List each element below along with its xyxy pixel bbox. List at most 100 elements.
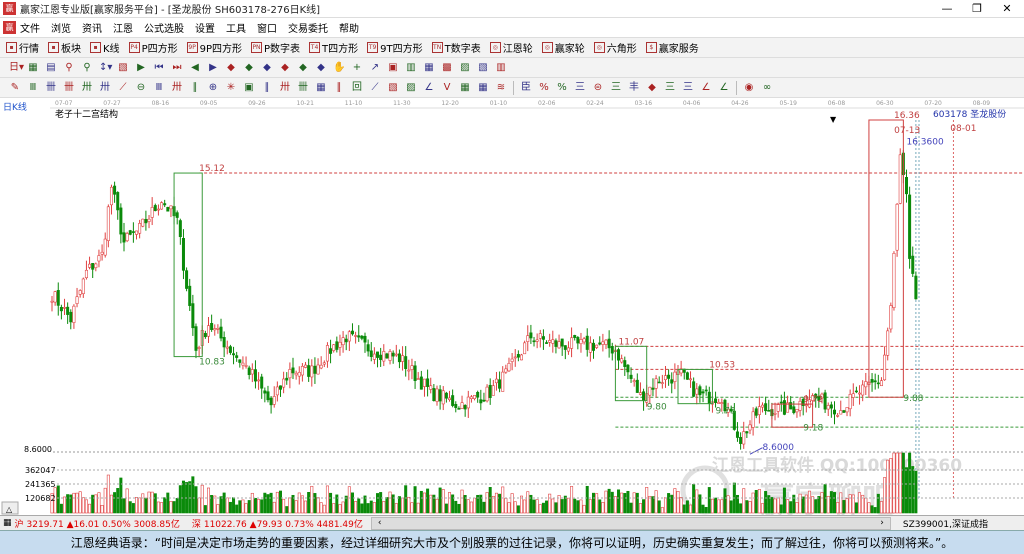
tool-icon[interactable]: ▥ bbox=[496, 61, 506, 73]
tool-icon[interactable]: ⊖ bbox=[136, 81, 146, 93]
tool-icon[interactable]: ⚲ bbox=[65, 61, 73, 73]
toolbar-button-2[interactable]: ▪ K线 bbox=[90, 40, 120, 55]
tool-icon[interactable]: ▧ bbox=[478, 61, 488, 73]
tool-icon[interactable]: ▥ bbox=[406, 61, 416, 73]
tool-icon[interactable]: ▨ bbox=[406, 81, 416, 93]
menu-item-1[interactable]: 浏览 bbox=[51, 24, 71, 35]
tool-icon[interactable]: 卌 bbox=[298, 81, 308, 93]
menu-item-2[interactable]: 资讯 bbox=[82, 24, 102, 35]
tool-icon[interactable]: 臣 bbox=[521, 81, 531, 93]
tool-icon[interactable]: ∥ bbox=[264, 81, 270, 93]
tool-icon[interactable]: ▦ bbox=[478, 81, 488, 93]
tool-icon[interactable]: 三 bbox=[665, 81, 675, 93]
menu-item-7[interactable]: 窗口 bbox=[257, 24, 277, 35]
tool-icon[interactable]: ◆ bbox=[648, 81, 656, 93]
tool-icon[interactable]: ▶ bbox=[209, 61, 217, 73]
menu-item-4[interactable]: 公式选股 bbox=[144, 24, 184, 35]
toolbar-button-8[interactable]: TN T数字表 bbox=[431, 40, 481, 55]
tool-icon[interactable]: ⏮ bbox=[154, 61, 164, 73]
tool-icon[interactable]: ▣ bbox=[388, 61, 398, 73]
tool-icon[interactable]: ⚲ bbox=[83, 61, 91, 73]
menu-item-0[interactable]: 文件 bbox=[20, 24, 40, 35]
tool-icon[interactable]: ↕▾ bbox=[99, 61, 113, 73]
tool-icon[interactable]: ✋ bbox=[333, 61, 346, 73]
tool-icon[interactable]: ▶ bbox=[137, 61, 145, 73]
toolbar-button-12[interactable]: $ 赢家服务 bbox=[645, 40, 699, 55]
tool-icon[interactable]: ✳ bbox=[226, 81, 236, 93]
grid-icon[interactable]: ▦ bbox=[3, 518, 12, 528]
toolbar-button-9[interactable]: ◎ 江恩轮 bbox=[489, 40, 533, 55]
tool-icon[interactable]: ▣ bbox=[244, 81, 254, 93]
close-button[interactable]: ✕ bbox=[1002, 2, 1012, 15]
index-selector[interactable]: SZ399001,深证成指 bbox=[902, 519, 988, 530]
tool-icon[interactable]: 卌 bbox=[46, 81, 56, 93]
shenzhen-index-quote[interactable]: 11022.76 ▲79.93 0.73% 4481.49亿 bbox=[203, 519, 363, 530]
tool-icon[interactable]: ≋ bbox=[496, 81, 506, 93]
tool-icon[interactable]: ∥ bbox=[336, 81, 342, 93]
tool-icon[interactable]: ◆ bbox=[317, 61, 325, 73]
tool-icon[interactable]: 丰 bbox=[629, 81, 639, 93]
tool-icon[interactable]: 卅 bbox=[172, 81, 182, 93]
shanghai-index-icon[interactable]: 沪 bbox=[14, 519, 24, 530]
tool-icon[interactable]: ∥ bbox=[192, 81, 198, 93]
toolbar-button-6[interactable]: T4 T四方形 bbox=[309, 40, 358, 55]
menu-item-6[interactable]: 工具 bbox=[226, 24, 246, 35]
tool-icon[interactable]: 卅 bbox=[280, 81, 290, 93]
minimize-button[interactable]: — bbox=[941, 2, 953, 15]
tool-icon[interactable]: ▦ bbox=[424, 61, 434, 73]
toolbar-button-11[interactable]: ◎ 六角形 bbox=[593, 40, 637, 55]
tool-icon[interactable]: + bbox=[352, 61, 362, 73]
toolbar-button-5[interactable]: PN P数字表 bbox=[251, 40, 300, 55]
tool-icon[interactable]: ◆ bbox=[245, 61, 253, 73]
tool-icon[interactable]: 三 bbox=[683, 81, 693, 93]
maximize-button[interactable]: ❐ bbox=[972, 2, 982, 15]
tool-icon[interactable]: 卅 bbox=[100, 81, 110, 93]
tool-icon[interactable]: ◆ bbox=[263, 61, 271, 73]
tool-icon[interactable]: ∠ bbox=[424, 81, 434, 93]
tool-icon[interactable]: ▩ bbox=[442, 61, 452, 73]
tool-icon[interactable]: ⟋ bbox=[119, 81, 127, 93]
toolbar-button-7[interactable]: T9 9T四方形 bbox=[367, 40, 423, 55]
tool-icon[interactable]: ∠ bbox=[701, 81, 711, 93]
tool-icon[interactable]: ◆ bbox=[281, 61, 289, 73]
tool-icon[interactable]: ⟋ bbox=[371, 81, 379, 93]
toolbar-button-10[interactable]: ◎ 赢家轮 bbox=[541, 40, 585, 55]
tool-icon[interactable]: ▧ bbox=[388, 81, 398, 93]
menu-item-9[interactable]: 帮助 bbox=[339, 24, 359, 35]
tool-icon[interactable]: ⏭ bbox=[172, 61, 182, 73]
shenzhen-index-icon[interactable]: 深 bbox=[191, 519, 201, 530]
menu-item-5[interactable]: 设置 bbox=[195, 24, 215, 35]
tool-icon[interactable]: ▤ bbox=[46, 61, 56, 73]
tool-icon[interactable]: % bbox=[539, 81, 549, 93]
menu-item-8[interactable]: 交易委托 bbox=[288, 24, 328, 35]
tool-icon[interactable]: ⊕ bbox=[208, 81, 218, 93]
tool-icon[interactable]: ◆ bbox=[299, 61, 307, 73]
tool-icon[interactable]: ✎ bbox=[10, 81, 20, 93]
toolbar-button-4[interactable]: 9P 9P四方形 bbox=[186, 40, 242, 55]
tool-icon[interactable]: 卅 bbox=[82, 81, 92, 93]
toolbar-button-1[interactable]: ▪ 板块 bbox=[48, 40, 81, 55]
horizontal-scrollbar[interactable]: ‹ › bbox=[370, 516, 891, 530]
tool-icon[interactable]: 卌 bbox=[64, 81, 74, 93]
tool-icon[interactable]: ▦ bbox=[316, 81, 326, 93]
tool-icon[interactable]: 三 bbox=[575, 81, 585, 93]
tool-icon[interactable]: V bbox=[443, 81, 451, 93]
tool-icon[interactable]: ◀ bbox=[191, 61, 199, 73]
tool-icon[interactable]: ◆ bbox=[227, 61, 235, 73]
tool-icon[interactable]: ∞ bbox=[762, 81, 772, 93]
tool-icon[interactable]: ▧ bbox=[118, 61, 128, 73]
tool-icon[interactable]: ∠ bbox=[719, 81, 729, 93]
tool-icon[interactable]: 回 bbox=[352, 81, 362, 93]
tool-icon[interactable]: Ⅲ bbox=[155, 81, 163, 93]
menu-item-3[interactable]: 江恩 bbox=[113, 24, 133, 35]
tool-icon[interactable]: ◉ bbox=[744, 81, 754, 93]
tool-icon[interactable]: 三 bbox=[611, 81, 621, 93]
scroll-right-button[interactable]: › bbox=[880, 517, 884, 528]
tool-icon[interactable]: ↗ bbox=[370, 61, 380, 73]
tool-icon[interactable]: 日▾ bbox=[9, 61, 25, 73]
toolbar-button-3[interactable]: P4 P四方形 bbox=[128, 40, 178, 55]
shanghai-index-quote[interactable]: 3219.71 ▲16.01 0.50% 3008.85亿 bbox=[26, 519, 180, 530]
collapse-button[interactable] bbox=[1, 501, 19, 515]
tool-icon[interactable]: ▦ bbox=[28, 61, 38, 73]
